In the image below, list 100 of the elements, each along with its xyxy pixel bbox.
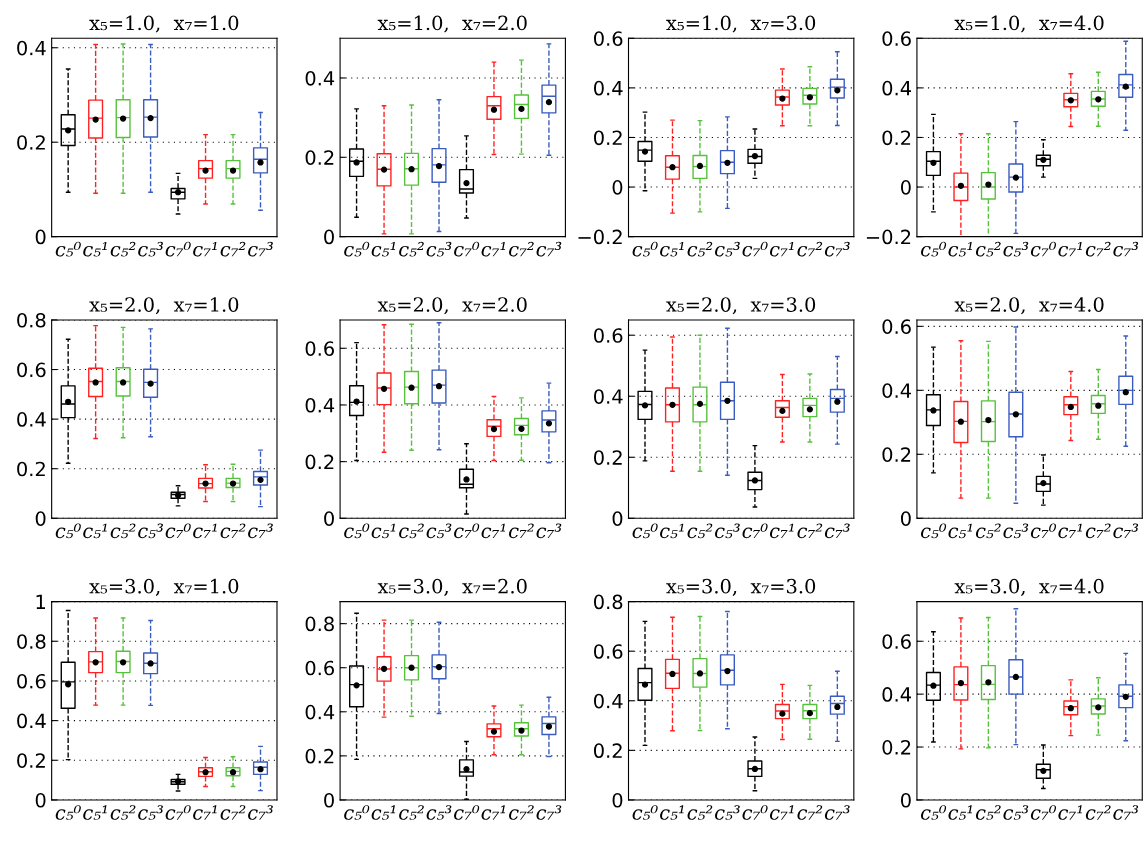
y-tick-label: 0.6 [594,328,623,343]
chart-title: x₅=1.0, x₇=2.0 [377,15,527,33]
x-tick-label: c₅³ [426,241,452,257]
x-tick-label: c₇⁰ [454,523,480,539]
y-tick-label: 0.4 [594,80,623,96]
x-tick-label: c₅³ [715,241,740,257]
x-tick-label: c₅² [110,805,136,820]
y-tick-label: 0.2 [594,130,622,146]
x-tick-label: c₅⁰ [632,241,658,257]
y-tick-label: 0.4 [17,412,46,427]
y-tick-label: 0.6 [882,31,911,46]
chart-title: x₅=1.0, x₇=1.0 [89,15,239,33]
x-tick-label: c₇³ [1113,523,1139,539]
x-tick-label: c₇¹ [769,523,794,539]
x-tick-label: c₇² [1085,523,1111,539]
x-tick-label: c₇³ [1113,805,1139,820]
x-tick-label: c₅² [110,241,136,257]
y-tick-label: 1 [36,594,45,609]
chart-title: x₅=2.0, x₇=1.0 [89,297,239,315]
x-tick-label: c₅² [975,241,1001,257]
x-tick-label: c₅³ [1003,805,1029,820]
x-tick-label: c₅¹ [660,523,684,539]
x-tick-label: c₇³ [536,241,562,257]
x-tick-label: c₇¹ [193,242,217,257]
y-tick-label: 0.8 [17,312,46,328]
x-tick-label: c₅⁰ [55,805,81,820]
x-tick-label: c₅³ [1003,523,1029,539]
x-tick-label: c₇³ [824,523,850,539]
y-tick-label: 0.8 [305,616,334,632]
chart-title: x₅=3.0, x₇=2.0 [377,578,527,596]
x-tick-label: c₅² [687,241,713,257]
x-tick-label: c₅¹ [948,242,973,257]
y-tick-label: 0.2 [594,743,622,759]
y-tick-label: 0.2 [882,740,911,755]
x-tick-label: c₇⁰ [1030,241,1057,257]
y-tick-label: 0.4 [305,70,335,86]
y-tick-label: 0 [612,511,623,526]
y-tick-label: 0.2 [305,748,334,764]
x-tick-label: c₇¹ [481,242,506,257]
x-tick-label: c₅² [399,241,424,257]
y-tick-label: 0.6 [17,362,46,378]
y-tick-label: 0.6 [594,644,623,659]
x-tick-label: c₇¹ [193,523,217,539]
y-tick-label: 0.4 [594,693,623,709]
x-tick-label: c₇² [1085,805,1111,820]
x-tick-label: c₅⁰ [55,523,81,539]
x-tick-label: c₇² [509,805,534,820]
x-tick-label: c₅² [975,805,1001,820]
x-tick-label: c₇⁰ [454,241,480,257]
y-tick-label: 0.4 [594,389,623,404]
x-tick-label: c₇⁰ [454,805,480,820]
x-tick-label: c₇⁰ [165,805,191,820]
x-tick-label: c₅¹ [371,242,396,257]
x-tick-label: c₇⁰ [1030,523,1057,539]
x-tick-label: c₅³ [426,523,452,539]
x-tick-label: c₅³ [1003,241,1029,257]
x-tick-label: c₅⁰ [344,523,370,539]
y-tick-label: 0.8 [17,634,46,649]
y-tick-label: 0.6 [305,660,334,676]
y-tick-label: 0.2 [594,450,622,465]
y-tick-label: 0.6 [882,319,911,335]
y-tick-label: 0.4 [305,397,335,413]
x-tick-label: c₅² [975,523,1001,539]
chart-title: x₅=2.0, x₇=3.0 [666,297,816,315]
y-tick-label: 0 [324,229,334,245]
y-tick-label: 0.2 [17,753,45,768]
chart-title: x₅=3.0, x₇=3.0 [666,578,816,596]
chart-title: x₅=1.0, x₇=4.0 [954,15,1104,33]
y-tick-label: 0.2 [305,150,334,165]
x-tick-label: c₇³ [824,241,850,257]
x-tick-label: c₅⁰ [921,523,947,539]
y-tick-label: 0 [612,180,623,195]
x-tick-label: c₇³ [824,805,850,820]
x-tick-label: c₅² [687,805,713,820]
x-tick-label: c₇¹ [769,242,794,257]
y-tick-label: 0 [612,792,623,808]
x-tick-label: c₇² [797,523,823,539]
x-tick-label: c₇⁰ [742,805,768,820]
x-tick-label: c₇⁰ [742,523,768,539]
y-tick-label: 0.4 [17,40,46,56]
x-tick-label: c₅¹ [948,523,973,539]
x-tick-label: c₇¹ [1058,242,1082,257]
x-tick-label: c₅¹ [83,242,107,257]
x-tick-label: c₇⁰ [1030,805,1057,820]
x-tick-label: c₇¹ [1058,805,1082,820]
y-tick-label: 0 [324,511,334,526]
chart-title: x₅=2.0, x₇=4.0 [954,297,1104,315]
x-tick-label: c₇² [220,805,246,820]
x-tick-label: c₇³ [536,805,562,820]
x-tick-label: c₅⁰ [344,241,370,257]
x-tick-label: c₇³ [248,523,273,539]
x-tick-label: c₅² [110,523,136,539]
x-tick-label: c₅¹ [83,523,107,539]
y-tick-label: 0.8 [594,594,623,610]
x-tick-label: c₇³ [248,805,273,820]
x-tick-label: c₇² [797,241,823,257]
y-tick-label: 0.6 [594,31,623,46]
x-tick-label: c₅⁰ [632,523,658,539]
y-tick-label: 0 [324,792,334,808]
x-tick-label: c₅¹ [660,242,684,257]
